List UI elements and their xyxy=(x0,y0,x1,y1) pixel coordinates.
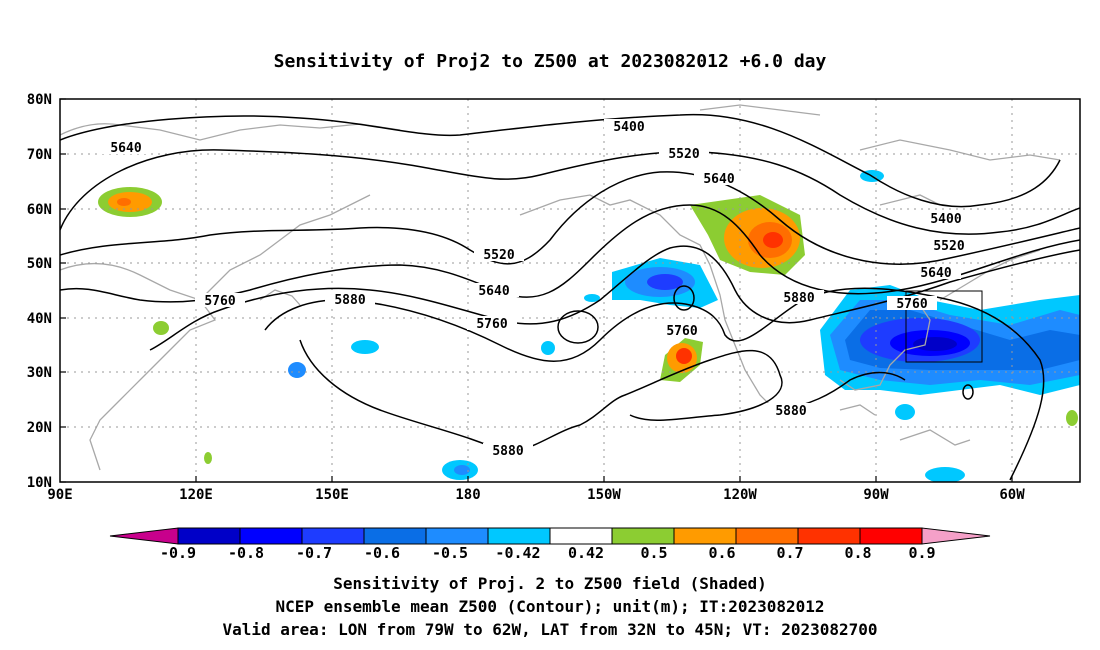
colorbar-cell xyxy=(673,527,737,545)
valid-area-box xyxy=(905,290,983,363)
caption-contour: NCEP ensemble mean Z500 (Contour); unit(… xyxy=(275,597,825,616)
contour-label: 5880 xyxy=(325,292,375,308)
contour-label: 5760 xyxy=(467,316,517,332)
map-frame xyxy=(59,98,1081,483)
small-blobs xyxy=(153,170,1078,482)
svg-text:5880: 5880 xyxy=(775,404,806,419)
lat-label: 80N xyxy=(27,92,52,108)
lon-label: 120E xyxy=(179,487,213,503)
svg-text:5880: 5880 xyxy=(783,291,814,306)
contour-label: 5520 xyxy=(659,146,709,162)
colorbar-high-triangle xyxy=(921,527,991,545)
chart-title: Sensitivity of Proj2 to Z500 at 20230820… xyxy=(274,51,827,72)
colorbar-cell xyxy=(735,527,799,545)
contour-label: 5880 xyxy=(483,443,533,459)
lon-label: 150E xyxy=(315,487,349,503)
lon-label: 120W xyxy=(723,487,757,503)
contour-label: 5520 xyxy=(924,238,974,254)
lat-label: 30N xyxy=(27,365,52,381)
colorbar-label: 0.8 xyxy=(844,544,871,562)
colorbar-label: 0.9 xyxy=(908,544,935,562)
colorbar-label: 0.7 xyxy=(776,544,803,562)
contour-label-group: 5400 5520 5640 5400 5520 5640 5520 5640 … xyxy=(101,119,974,459)
lon-label: 90E xyxy=(47,487,72,503)
colorbar-label: -0.8 xyxy=(228,544,264,562)
positive-blob-gulf-alaska xyxy=(690,195,805,275)
negative-blob-eastern-us xyxy=(820,285,1080,395)
svg-text:5520: 5520 xyxy=(933,239,964,254)
svg-text:5880: 5880 xyxy=(334,293,365,308)
lat-label: 50N xyxy=(27,256,52,272)
contour-label: 5640 xyxy=(911,265,961,281)
svg-text:5520: 5520 xyxy=(668,147,699,162)
lat-lon-grid xyxy=(60,99,1080,482)
svg-text:5640: 5640 xyxy=(478,284,509,299)
colorbar-label: -0.6 xyxy=(364,544,400,562)
lat-label: 70N xyxy=(27,147,52,163)
colorbar-cell xyxy=(301,527,365,545)
colorbar-cell xyxy=(425,527,489,545)
svg-text:5760: 5760 xyxy=(896,297,927,312)
colorbar-low-triangle xyxy=(109,527,179,545)
colorbar-label: -0.9 xyxy=(160,544,196,562)
caption-valid-area: Valid area: LON from 79W to 62W, LAT fro… xyxy=(222,620,878,639)
colorbar-cell xyxy=(797,527,861,545)
colorbar-label: -0.42 xyxy=(495,544,540,562)
shading-layer xyxy=(98,170,1080,482)
lat-axis-labels: 80N 70N 60N 50N 40N 30N 20N 10N xyxy=(27,92,52,491)
lon-label: 150W xyxy=(587,487,621,503)
svg-text:5880: 5880 xyxy=(492,444,523,459)
tick-marks xyxy=(60,98,1013,483)
contour-label: 5640 xyxy=(694,171,744,187)
lon-label: 60W xyxy=(999,487,1025,503)
colorbar-cells xyxy=(177,527,923,545)
contour-label: 5640 xyxy=(469,283,519,299)
colorbar-label: -0.5 xyxy=(432,544,468,562)
lon-label: 90W xyxy=(863,487,889,503)
svg-text:5400: 5400 xyxy=(613,120,644,135)
colorbar-label: 0.42 xyxy=(568,544,604,562)
contour-label: 5880 xyxy=(774,290,824,306)
contour-label: 5400 xyxy=(921,211,971,227)
svg-text:5760: 5760 xyxy=(204,294,235,309)
svg-text:5400: 5400 xyxy=(930,212,961,227)
lat-label: 20N xyxy=(27,420,52,436)
colorbar-cell xyxy=(363,527,427,545)
colorbar-cell xyxy=(177,527,241,545)
colorbar-cell xyxy=(859,527,923,545)
colorbar-cell xyxy=(487,527,551,545)
contour-label: 5640 xyxy=(101,140,151,156)
colorbar-cell xyxy=(611,527,675,545)
lat-label: 10N xyxy=(27,475,52,491)
map-area: 5400 5520 5640 5400 5520 5640 5520 5640 … xyxy=(27,92,1081,503)
contour-label: 5400 xyxy=(604,119,654,135)
colorbar-labels: -0.9 -0.8 -0.7 -0.6 -0.5 -0.42 0.42 0.5 … xyxy=(160,544,936,562)
colorbar-label: -0.7 xyxy=(296,544,332,562)
coastlines xyxy=(60,104,1061,471)
svg-text:5760: 5760 xyxy=(476,317,507,332)
svg-text:5520: 5520 xyxy=(483,248,514,263)
lat-label: 60N xyxy=(27,202,52,218)
colorbar: -0.9 -0.8 -0.7 -0.6 -0.5 -0.42 0.42 0.5 … xyxy=(109,527,991,562)
contour-label: 5520 xyxy=(474,247,524,263)
contour-label: 5760 xyxy=(657,323,707,339)
positive-blob-east-pacific xyxy=(660,338,703,382)
svg-text:5640: 5640 xyxy=(920,266,951,281)
contour-label: 5880 xyxy=(766,403,816,419)
svg-text:5640: 5640 xyxy=(110,141,141,156)
svg-text:5640: 5640 xyxy=(703,172,734,187)
colorbar-cell xyxy=(239,527,303,545)
colorbar-cell xyxy=(549,527,613,545)
svg-text:5760: 5760 xyxy=(666,324,697,339)
positive-blob-west-pacific xyxy=(98,187,162,217)
colorbar-label: 0.6 xyxy=(708,544,735,562)
contour-label: 5760 xyxy=(887,296,937,312)
colorbar-label: 0.5 xyxy=(640,544,667,562)
negative-blob-northeast-pacific xyxy=(612,258,718,308)
caption-shaded: Sensitivity of Proj. 2 to Z500 field (Sh… xyxy=(333,574,767,593)
contour-label: 5760 xyxy=(195,293,245,309)
lat-label: 40N xyxy=(27,311,52,327)
lon-axis-labels: 90E 120E 150E 180 150W 120W 90W 60W xyxy=(47,487,1025,503)
lon-label: 180 xyxy=(455,487,480,503)
